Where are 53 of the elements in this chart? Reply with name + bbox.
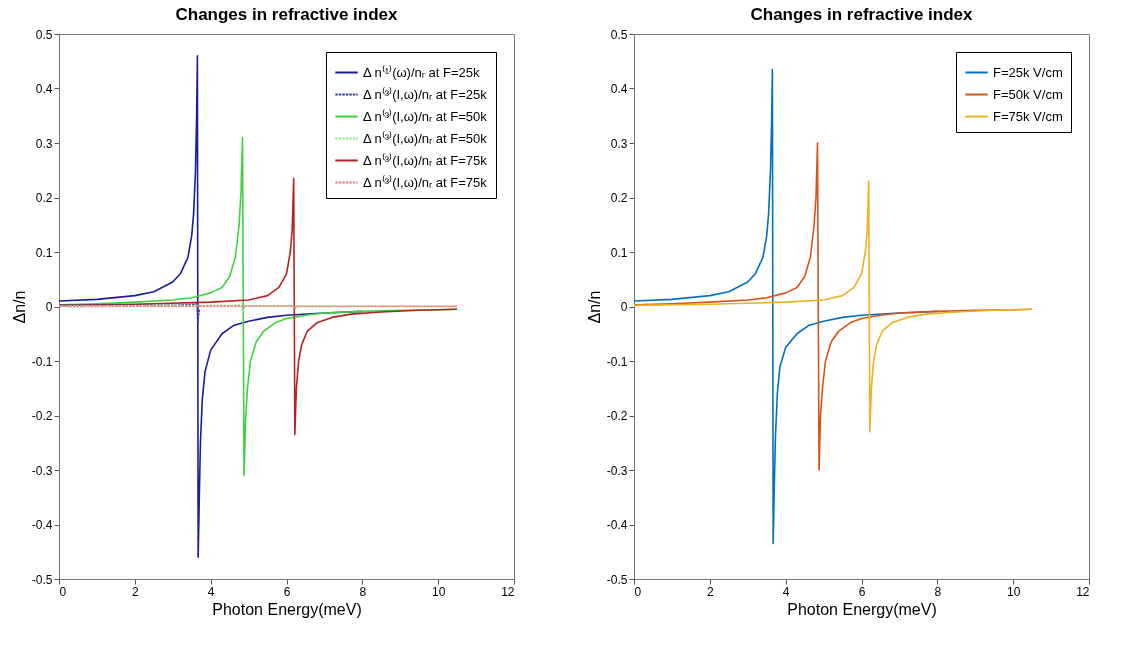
x-tick-label: 2	[131, 584, 139, 599]
x-tick-label: 10	[431, 584, 446, 599]
legend-label: Δ n⁽³⁾(I,ω)/nᵣ at F=75k	[363, 152, 488, 168]
y-tick-label: 0	[45, 300, 53, 314]
y-tick-label: -0.1	[31, 354, 53, 369]
x-tick-label: 6	[858, 584, 866, 599]
x-tick-label: 12	[501, 584, 515, 599]
x-tick-label: 8	[359, 584, 367, 599]
legend-label: F=50k V/cm	[993, 86, 1063, 102]
y-tick-label: 0.1	[610, 245, 628, 260]
x-axis-title: Photon Energy(meV)	[212, 600, 362, 618]
x-tick-label: 10	[1006, 584, 1021, 599]
line-series	[633, 180, 1033, 433]
y-tick-label: -0.2	[31, 409, 53, 423]
x-tick-label: 4	[207, 584, 215, 599]
x-tick-label: 0	[634, 584, 642, 599]
y-axis-title: Δn/n	[585, 290, 603, 324]
chart-title: Changes in refractive index	[175, 5, 399, 24]
chart-title: Changes in refractive index	[750, 5, 974, 24]
y-tick-label: -0.3	[606, 463, 628, 478]
y-tick-label: 0.3	[610, 136, 628, 151]
x-tick-label: 8	[934, 584, 942, 599]
y-tick-label: 0.1	[35, 245, 53, 260]
y-tick-label: -0.2	[606, 409, 628, 423]
legend-label: Δ n⁽³⁾(I,ω)/nᵣ at F=25k	[363, 86, 488, 102]
legend-label: F=25k V/cm	[993, 64, 1063, 80]
y-tick-label: 0.3	[35, 136, 53, 151]
y-axis-title: Δn/n	[10, 290, 28, 324]
y-tick-label: -0.1	[606, 354, 628, 369]
legend-label: Δ n⁽¹⁾(ω)/nᵣ at F=25k	[363, 64, 480, 80]
y-tick-label: -0.4	[31, 518, 53, 532]
y-tick-label: 0.4	[610, 82, 628, 96]
y-tick-label: 0.5	[610, 27, 628, 42]
legend-label: F=75k V/cm	[993, 108, 1063, 124]
y-tick-label: -0.4	[606, 518, 628, 532]
y-tick-label: 0.4	[35, 82, 53, 96]
legend-label: Δ n⁽³⁾(I,ω)/nᵣ at F=50k	[363, 108, 488, 124]
legend-label: Δ n⁽³⁾(I,ω)/nᵣ at F=50k	[363, 130, 488, 146]
y-tick-label: -0.5	[31, 572, 53, 587]
x-axis-title: Photon Energy(meV)	[787, 600, 937, 618]
y-tick-label: 0.5	[35, 27, 53, 42]
x-tick-label: 0	[59, 584, 67, 599]
legend-label: Δ n⁽³⁾(I,ω)/nᵣ at F=75k	[363, 174, 488, 190]
y-tick-label: -0.3	[31, 463, 53, 478]
x-tick-label: 4	[782, 584, 790, 599]
y-tick-label: 0.2	[35, 191, 53, 205]
y-tick-label: 0.2	[610, 191, 628, 205]
x-tick-label: 12	[1076, 584, 1090, 599]
y-tick-label: 0	[620, 300, 628, 314]
line-series	[58, 302, 201, 324]
x-tick-label: 2	[706, 584, 714, 599]
x-tick-label: 6	[283, 584, 291, 599]
y-tick-label: -0.5	[606, 572, 628, 587]
